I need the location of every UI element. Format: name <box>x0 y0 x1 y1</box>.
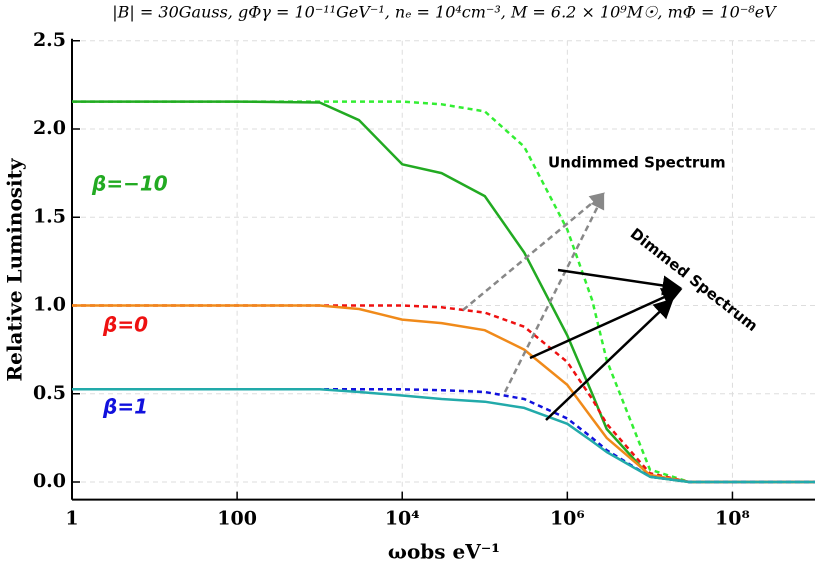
annotation: Dimmed Spectrum <box>627 225 761 336</box>
annotation: β=−10 <box>91 172 168 196</box>
series-line <box>72 388 815 484</box>
x-tick-label: 100 <box>217 508 257 530</box>
x-tick-label: 10⁴ <box>385 508 420 530</box>
y-tick-label: 0.0 <box>33 470 66 492</box>
y-tick-label: 0.5 <box>33 382 66 404</box>
x-tick-label: 10⁸ <box>715 508 750 530</box>
y-tick-label: 2.5 <box>33 29 66 51</box>
annotation: β=0 <box>102 313 148 337</box>
y-tick-label: 1.0 <box>33 294 66 316</box>
x-tick-label: 1 <box>65 508 78 530</box>
y-tick-label: 2.0 <box>33 117 66 139</box>
x-axis-label: ωobs eV⁻¹ <box>388 540 500 564</box>
x-tick-label: 10⁶ <box>550 508 585 530</box>
annotation: Undimmed Spectrum <box>548 154 726 172</box>
chart-title: |B| = 30Gauss, gΦγ = 10⁻¹¹GeV⁻¹, nₑ = 10… <box>112 3 777 22</box>
annotation: β=1 <box>102 395 148 419</box>
y-tick-label: 1.5 <box>33 205 66 227</box>
series-line <box>72 388 815 484</box>
annotation-arrows <box>462 192 683 421</box>
y-axis-label: Relative Luminosity <box>3 157 27 381</box>
